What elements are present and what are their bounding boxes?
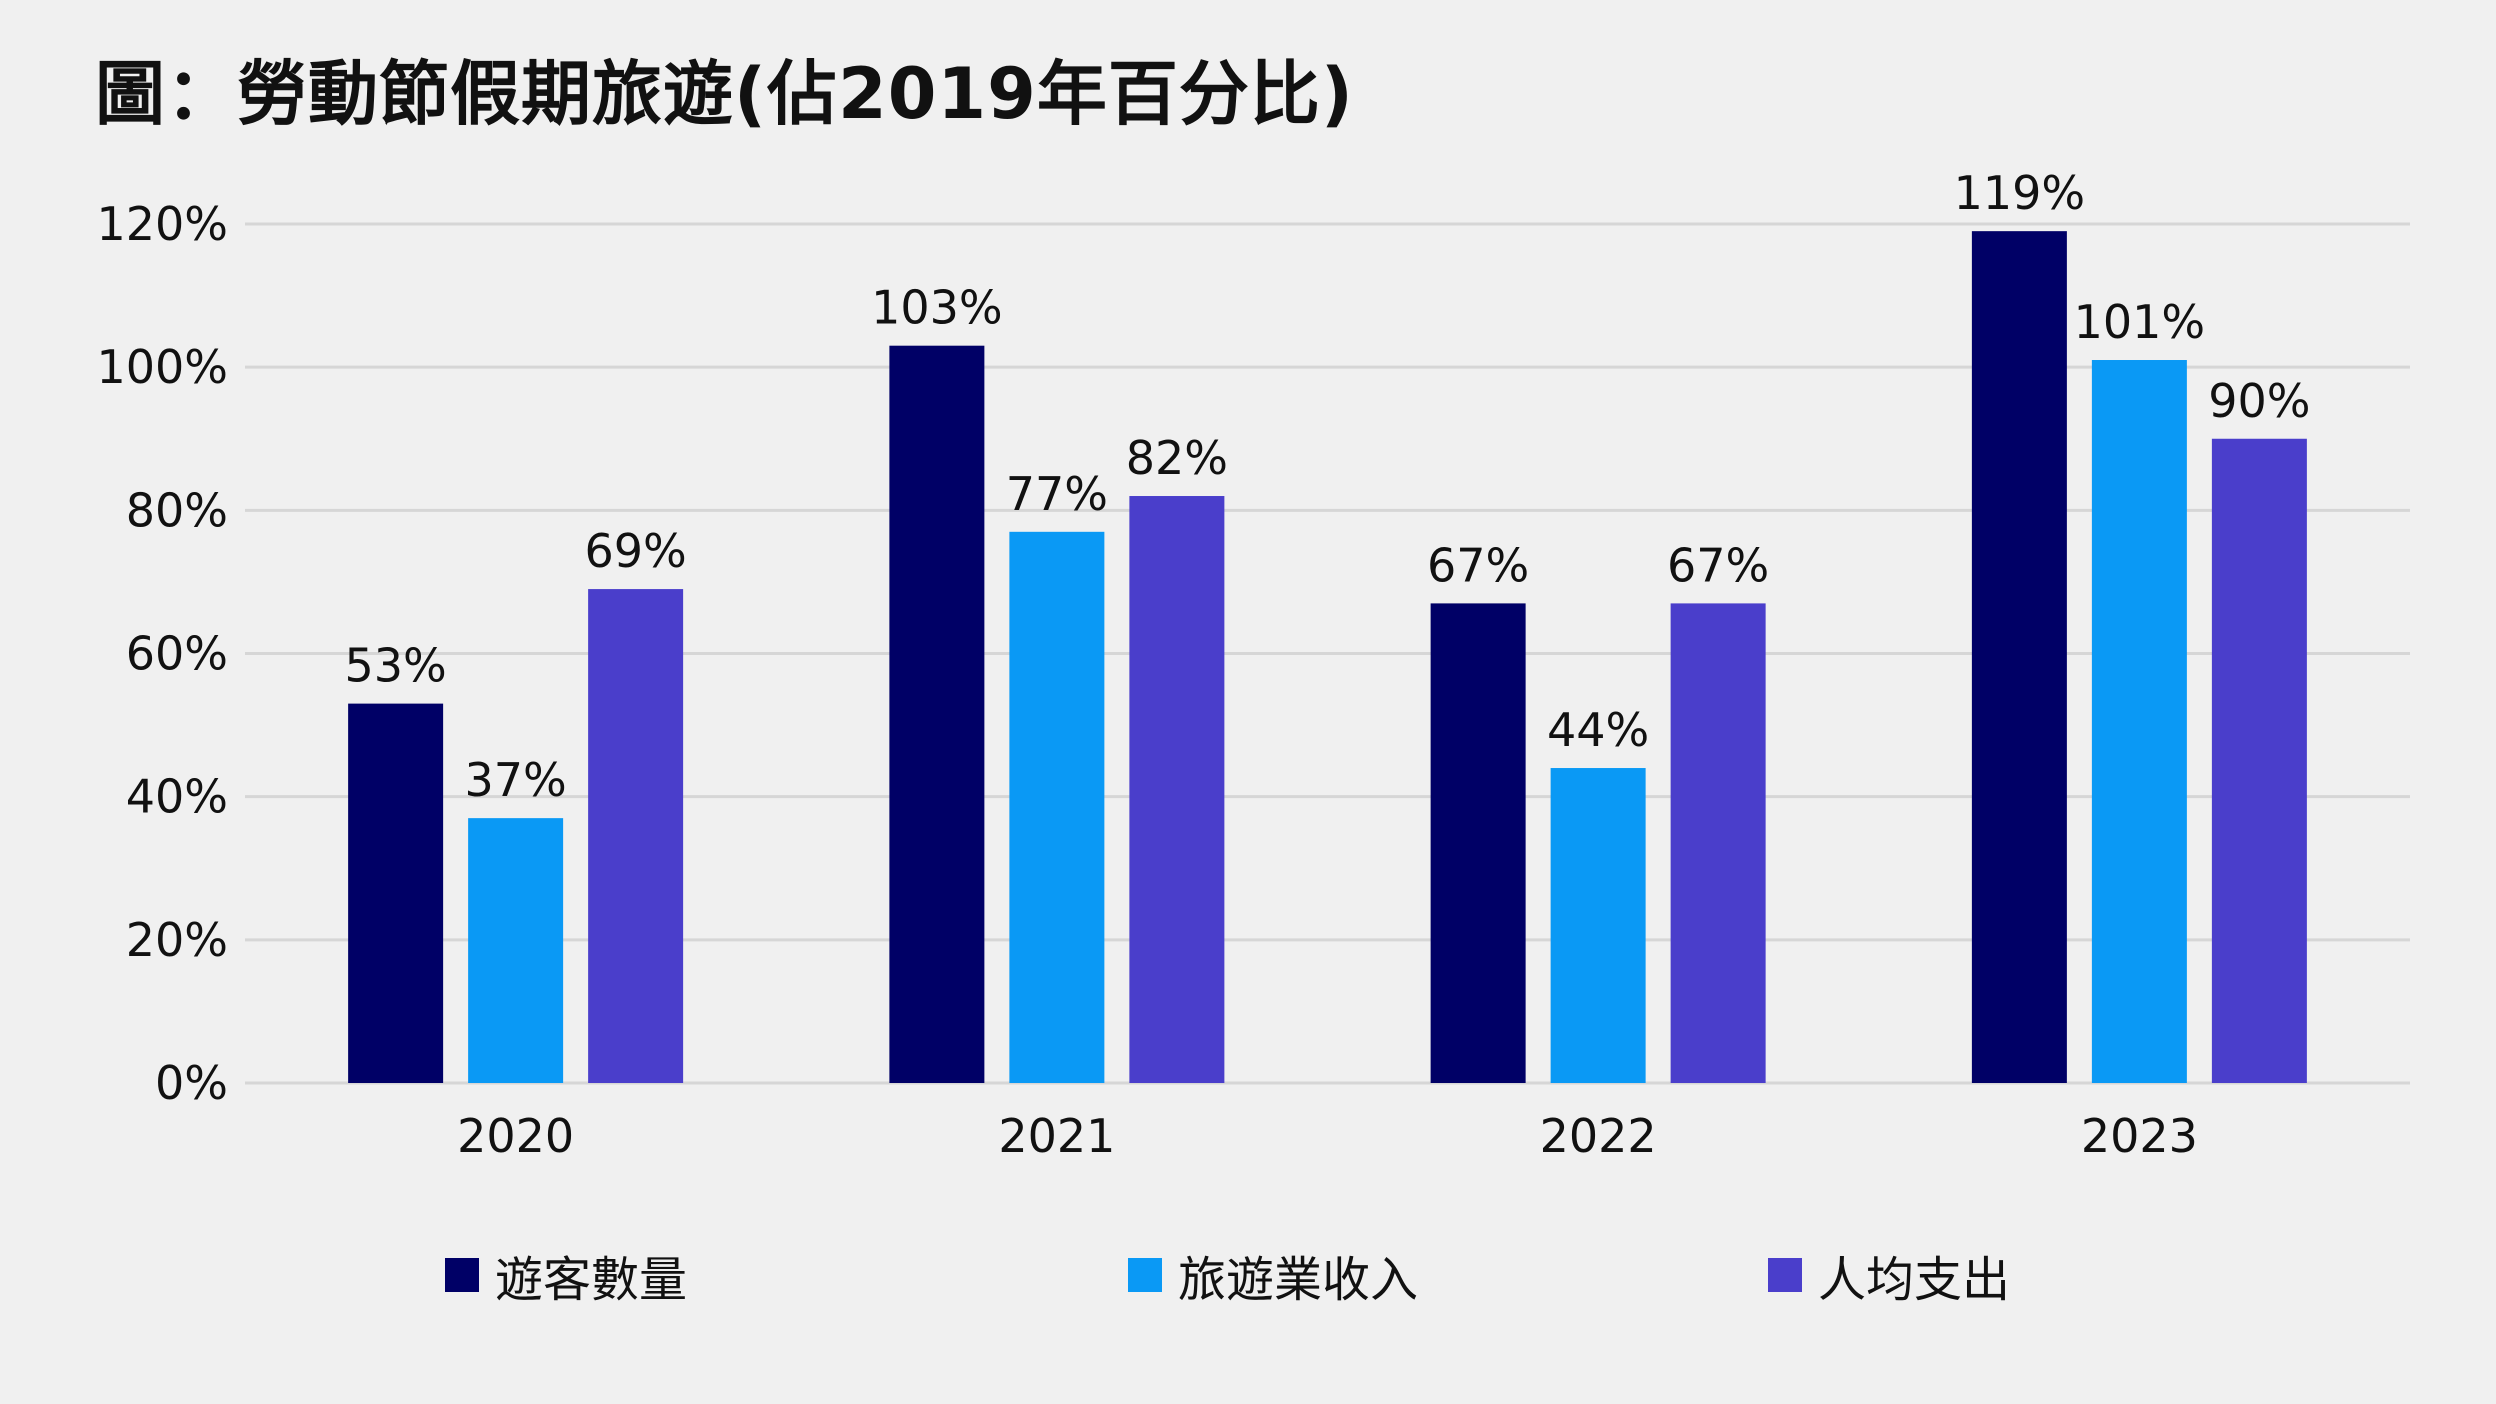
data-label: 82%	[1126, 431, 1228, 485]
bars	[348, 231, 2307, 1084]
legend-item-0: 遊客數量	[445, 1240, 687, 1310]
data-label: 103%	[871, 281, 1003, 335]
data-labels: 53% 37% 69% 103% 77% 82% 67% 44% 67% 119% 101%90%	[345, 166, 2311, 807]
data-label: 77%	[1006, 467, 1108, 521]
x-tick-label: 2023	[2081, 1109, 2198, 1163]
bar	[588, 589, 684, 1083]
bar	[2091, 360, 2187, 1084]
legend: 遊客數量 旅遊業收入 人均支出	[0, 1240, 2496, 1320]
chart-title: 圖：勞動節假期旅遊(佔2019年百分比)	[95, 53, 1354, 135]
data-label: 67%	[1667, 538, 1769, 592]
bar	[1129, 496, 1225, 1083]
bar	[1009, 531, 1105, 1083]
legend-label-2: 人均支出	[1818, 1252, 2011, 1308]
bar	[348, 703, 444, 1083]
bar	[2211, 438, 2307, 1083]
legend-swatch-0	[445, 1258, 479, 1292]
legend-swatch-2	[1768, 1258, 1802, 1292]
y-tick-label: 20%	[126, 913, 228, 967]
y-tick-label: 0%	[155, 1056, 228, 1110]
bar	[1971, 231, 2067, 1084]
data-label: 37%	[465, 753, 567, 807]
bar	[1430, 603, 1526, 1083]
legend-item-2: 人均支出	[1768, 1240, 2010, 1310]
x-tick-label: 2022	[1540, 1109, 1657, 1163]
bar-chart: 0% 20% 40% 60% 80% 100% 120% 53% 37% 69% 103% 77% 8…	[96, 166, 2410, 1163]
gridlines	[245, 222, 2410, 1085]
legend-label-0: 遊客數量	[495, 1252, 688, 1308]
x-axis-ticks: 2020 2021 2022 2023	[457, 1109, 2198, 1163]
x-tick-label: 2020	[457, 1109, 574, 1163]
legend-label-1: 旅遊業收入	[1178, 1252, 1419, 1308]
y-axis-ticks: 0% 20% 40% 60% 80% 100% 120%	[96, 197, 228, 1110]
y-tick-label: 100%	[96, 340, 228, 394]
bar	[889, 345, 985, 1084]
bar	[1550, 768, 1646, 1083]
y-tick-label: 80%	[126, 483, 228, 537]
bar	[1670, 603, 1766, 1083]
y-tick-label: 40%	[126, 770, 228, 824]
data-label: 90%	[2208, 374, 2310, 428]
y-tick-label: 60%	[126, 627, 228, 681]
data-label: 67%	[1427, 538, 1529, 592]
data-label: 101%	[2074, 295, 2206, 349]
legend-item-1: 旅遊業收入	[1128, 1240, 1418, 1310]
data-label: 44%	[1547, 703, 1649, 757]
legend-swatch-1	[1128, 1258, 1162, 1292]
x-tick-label: 2021	[998, 1109, 1115, 1163]
data-label: 119%	[1954, 166, 2086, 220]
bar	[468, 818, 564, 1083]
y-tick-label: 120%	[96, 197, 228, 251]
data-label: 53%	[345, 639, 447, 693]
data-label: 69%	[585, 524, 687, 578]
